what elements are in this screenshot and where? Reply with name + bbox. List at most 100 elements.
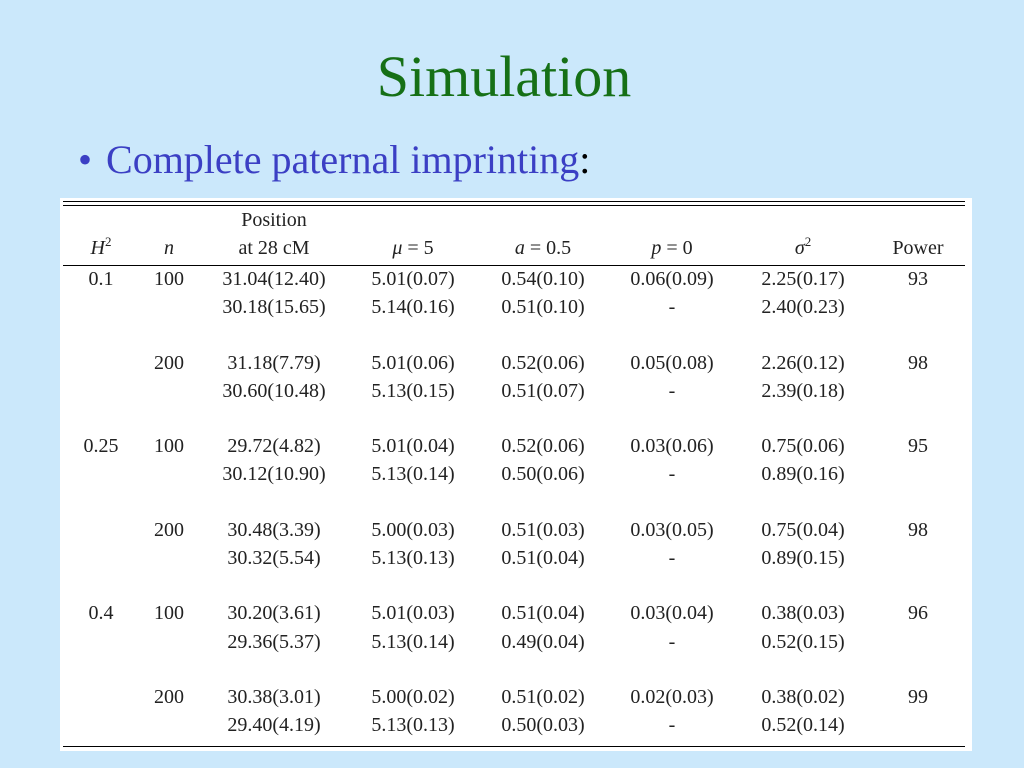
- cell-sigma2: 2.40(0.23): [761, 296, 845, 319]
- cell-mu: 5.13(0.14): [371, 463, 455, 486]
- cell-a: 0.51(0.04): [501, 602, 585, 625]
- cell-h2: [63, 711, 139, 739]
- cell-a: 0.49(0.04): [501, 630, 585, 653]
- cell-h2: 0.4: [88, 602, 114, 625]
- header-position-top: Position: [241, 209, 307, 231]
- cell-power: [871, 293, 965, 321]
- simulation-results-table: Position H2 n at 28 cM μ = 5 a = 0.5 p =…: [63, 207, 965, 740]
- cell-position: 30.48(3.39): [227, 518, 321, 541]
- cell-p: -: [668, 714, 676, 737]
- cell-n: [139, 293, 199, 321]
- header-power: Power: [892, 237, 944, 259]
- bullet-text: Complete paternal imprinting: [106, 137, 580, 182]
- header-h2: H2: [90, 234, 112, 259]
- cell-position: 30.20(3.61): [227, 602, 321, 625]
- cell-power: [871, 377, 965, 405]
- cell-n: [139, 711, 199, 739]
- cell-position: 30.18(15.65): [222, 296, 326, 319]
- cell-position: 31.18(7.79): [227, 351, 321, 374]
- cell-a: 0.51(0.10): [501, 296, 585, 319]
- table-row: 30.60(10.48) 5.13(0.15) 0.51(0.07) - 2.39(0.…: [63, 377, 965, 405]
- cell-h2: [63, 293, 139, 321]
- table-row: 30.18(15.65) 5.14(0.16) 0.51(0.10) - 2.40(0.…: [63, 293, 965, 321]
- cell-mu: 5.13(0.13): [371, 547, 455, 570]
- cell-power: 93: [908, 268, 928, 290]
- cell-p: 0.03(0.05): [630, 518, 714, 541]
- cell-p: -: [668, 296, 676, 319]
- cell-position: 30.12(10.90): [222, 463, 326, 486]
- cell-h2: [63, 516, 139, 544]
- bullet-point: • Complete paternal imprinting:: [78, 140, 590, 180]
- header-mu: μ = 5: [392, 237, 434, 259]
- header-row: H2 n at 28 cM μ = 5 a = 0.5 p = 0 σ2 Pow…: [63, 233, 965, 263]
- cell-n: [139, 544, 199, 572]
- cell-n: [139, 460, 199, 488]
- cell-sigma2: 0.52(0.15): [761, 630, 845, 653]
- cell-p: -: [668, 463, 676, 486]
- table-row: 0.1 100 31.04(12.40) 5.01(0.07) 0.54(0.10) 0.…: [63, 263, 965, 293]
- row-spacer: [63, 489, 965, 516]
- table-top-rule-outer: [63, 201, 965, 202]
- cell-mu: 5.01(0.03): [371, 602, 455, 625]
- row-spacer: [63, 322, 965, 349]
- header-position: at 28 cM: [238, 237, 310, 259]
- cell-h2: [63, 683, 139, 711]
- table-row: 30.12(10.90) 5.13(0.14) 0.50(0.06) - 0.89(0.…: [63, 460, 965, 488]
- table-bottom-rule: [63, 746, 965, 747]
- cell-position: 29.72(4.82): [227, 435, 321, 458]
- cell-p: 0.06(0.09): [630, 268, 714, 290]
- cell-mu: 5.01(0.06): [371, 351, 455, 374]
- slide-title: Simulation: [376, 44, 632, 109]
- cell-sigma2: 0.89(0.16): [761, 463, 845, 486]
- cell-n: 100: [154, 435, 184, 458]
- table-row: 200 30.38(3.01) 5.00(0.02) 0.51(0.02) 0.02(0…: [63, 683, 965, 711]
- header-row-top: Position: [63, 207, 965, 233]
- cell-a: 0.51(0.03): [501, 518, 585, 541]
- cell-sigma2: 0.38(0.02): [761, 685, 845, 708]
- cell-position: 29.40(4.19): [227, 714, 321, 737]
- cell-h2: 0.1: [88, 268, 114, 290]
- cell-h2: [63, 544, 139, 572]
- cell-p: -: [668, 547, 676, 570]
- row-spacer: [63, 405, 965, 432]
- cell-n: 200: [154, 685, 184, 708]
- cell-a: 0.54(0.10): [501, 268, 585, 290]
- cell-sigma2: 0.75(0.04): [761, 518, 845, 541]
- cell-p: 0.03(0.06): [630, 435, 714, 458]
- table-header-rule: [63, 265, 965, 266]
- bullet-colon: :: [579, 137, 591, 182]
- table-row: 200 30.48(3.39) 5.00(0.03) 0.51(0.03) 0.03(0…: [63, 516, 965, 544]
- cell-sigma2: 0.89(0.15): [761, 547, 845, 570]
- cell-sigma2: 2.25(0.17): [761, 268, 845, 290]
- cell-power: [871, 460, 965, 488]
- cell-a: 0.50(0.03): [501, 714, 585, 737]
- row-spacer: [63, 656, 965, 683]
- cell-a: 0.51(0.04): [501, 547, 585, 570]
- table-row: 0.25 100 29.72(4.82) 5.01(0.04) 0.52(0.06) 0.…: [63, 432, 965, 460]
- cell-power: 98: [908, 518, 928, 541]
- cell-mu: 5.01(0.04): [371, 435, 455, 458]
- cell-a: 0.50(0.06): [501, 463, 585, 486]
- bullet-marker: •: [78, 137, 93, 182]
- table-row: 29.40(4.19) 5.13(0.13) 0.50(0.03) - 0.52(0.1…: [63, 711, 965, 739]
- row-spacer: [63, 572, 965, 599]
- table-row: 29.36(5.37) 5.13(0.14) 0.49(0.04) - 0.52(0.1…: [63, 628, 965, 656]
- cell-mu: 5.13(0.14): [371, 630, 455, 653]
- cell-power: 98: [908, 351, 928, 374]
- cell-n: [139, 628, 199, 656]
- header-p: p = 0: [651, 237, 693, 259]
- cell-power: [871, 711, 965, 739]
- cell-mu: 5.00(0.03): [371, 518, 455, 541]
- table-row: 200 31.18(7.79) 5.01(0.06) 0.52(0.06) 0.05(0…: [63, 349, 965, 377]
- cell-power: 99: [908, 685, 928, 708]
- cell-power: 96: [908, 602, 928, 625]
- cell-p: -: [668, 630, 676, 653]
- cell-mu: 5.13(0.15): [371, 379, 455, 402]
- cell-h2: [63, 460, 139, 488]
- cell-mu: 5.13(0.13): [371, 714, 455, 737]
- cell-a: 0.51(0.02): [501, 685, 585, 708]
- cell-n: 100: [154, 268, 184, 290]
- cell-position: 30.38(3.01): [227, 685, 321, 708]
- cell-h2: [63, 349, 139, 377]
- cell-p: 0.05(0.08): [630, 351, 714, 374]
